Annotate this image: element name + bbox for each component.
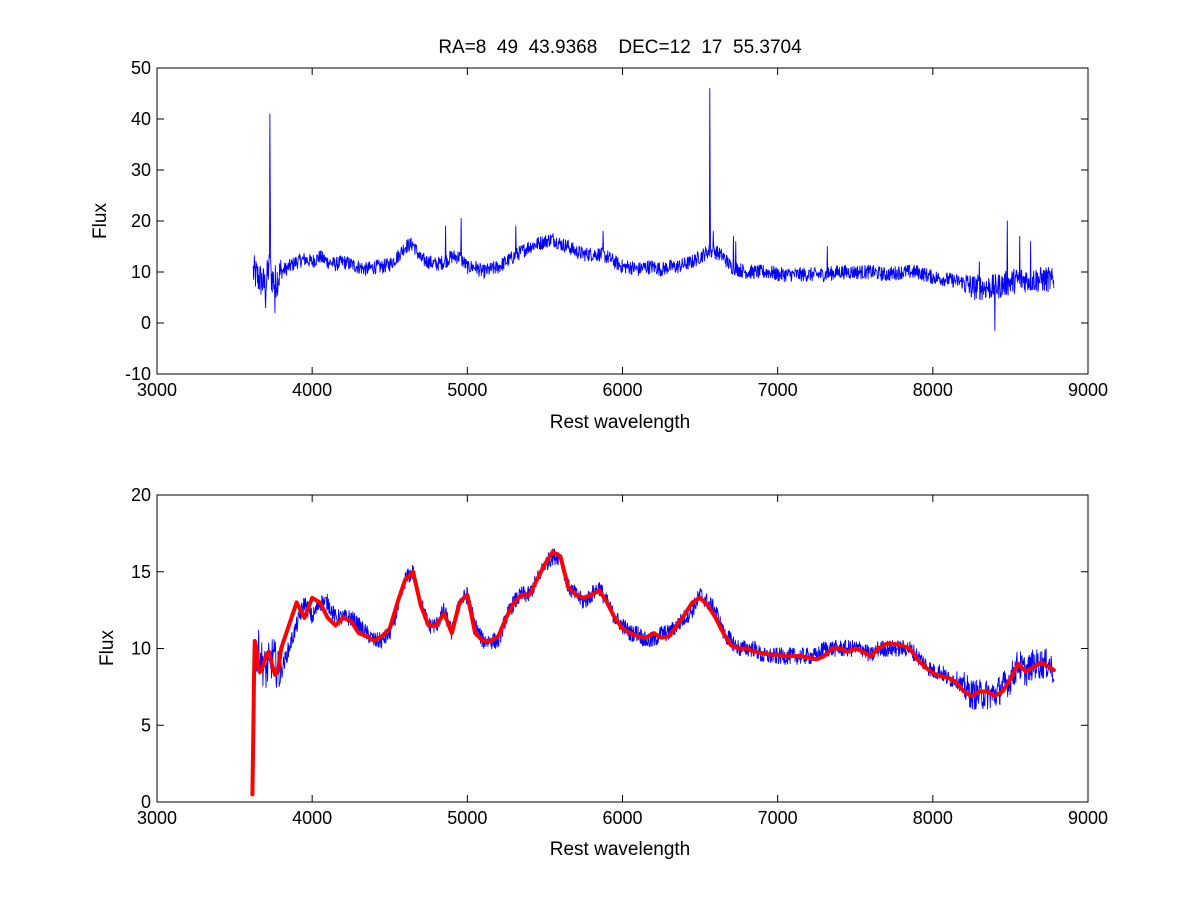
bottom-ylabel: Flux — [97, 630, 118, 666]
top-ytick-label: 40 — [131, 109, 151, 129]
bottom-ytick-label: 20 — [131, 485, 151, 505]
top-xtick-label: 4000 — [292, 380, 332, 400]
bottom-ytick-label: 5 — [141, 715, 151, 735]
bottom-xtick-label: 5000 — [447, 808, 487, 828]
bottom-ytick-label: 0 — [141, 792, 151, 812]
bottom-xlabel: Rest wavelength — [550, 839, 690, 860]
top-xtick-label: 8000 — [913, 380, 953, 400]
top-ytick-label: 30 — [131, 160, 151, 180]
top-panel: 3000 4000 5000 6000 7000 8000 9000 -10 0 10 20 30 40… — [90, 58, 1108, 433]
bottom-smoothed-fit-line — [250, 549, 1056, 797]
top-xtick-label: 5000 — [447, 380, 487, 400]
top-xtick-label: 3000 — [137, 380, 177, 400]
bottom-xtick-label: 7000 — [758, 808, 798, 828]
top-ticks: 3000 4000 5000 6000 7000 8000 9000 -10 0 10 20 30 40… — [125, 58, 1108, 400]
bottom-ytick-label: 10 — [131, 639, 151, 659]
top-ytick-label: 20 — [131, 211, 151, 231]
bottom-xtick-label: 9000 — [1068, 808, 1108, 828]
bottom-xtick-label: 6000 — [602, 808, 642, 828]
top-xtick-label: 7000 — [758, 380, 798, 400]
bottom-ticks: 3000 4000 5000 6000 7000 8000 9000 0 5 10 15 20 — [131, 485, 1108, 828]
top-xtick-label: 9000 — [1068, 380, 1108, 400]
bottom-ytick-label: 15 — [131, 562, 151, 582]
top-ytick-label: 10 — [131, 262, 151, 282]
top-ytick-label: 0 — [141, 313, 151, 333]
top-xlabel: Rest wavelength — [550, 412, 690, 433]
bottom-xtick-label: 8000 — [913, 808, 953, 828]
top-series-layer — [252, 87, 1055, 332]
top-ytick-label: -10 — [125, 364, 151, 384]
bottom-panel: 3000 4000 5000 6000 7000 8000 9000 0 5 10 15 20 Res… — [97, 485, 1108, 860]
bottom-series-layer — [250, 548, 1056, 797]
top-spectrum-line — [252, 87, 1055, 332]
top-ylabel: Flux — [90, 203, 111, 239]
top-xtick-label: 6000 — [602, 380, 642, 400]
bottom-xtick-label: 3000 — [137, 808, 177, 828]
top-ytick-label: 50 — [131, 58, 151, 78]
chart-title: RA=8 49 43.9368 DEC=12 17 55.3704 — [438, 37, 802, 58]
bottom-xtick-label: 4000 — [292, 808, 332, 828]
